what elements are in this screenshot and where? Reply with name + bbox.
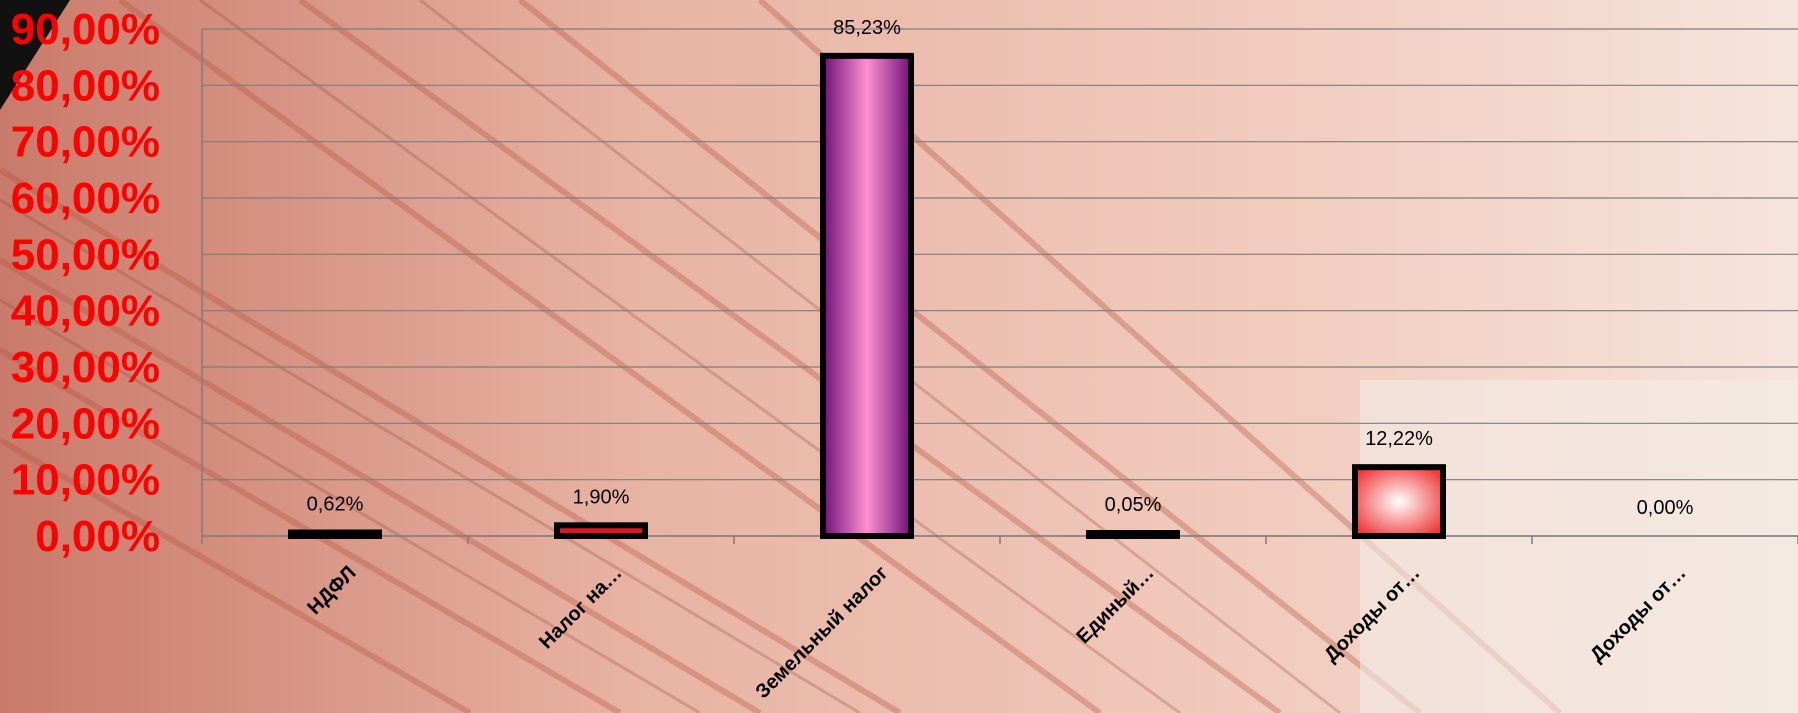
y-tick-label: 10,00% <box>11 456 160 505</box>
bars <box>288 52 1446 540</box>
x-tick-label: Доходы от… <box>1586 562 1690 666</box>
y-tick-label: 40,00% <box>11 287 160 336</box>
data-label: 1,90% <box>573 486 630 508</box>
y-tick-label: 70,00% <box>11 118 160 167</box>
x-tick-label: Налог на… <box>535 562 626 653</box>
axes <box>201 29 1798 544</box>
data-label: 12,22% <box>1365 428 1433 450</box>
x-tick-label: Единый… <box>1072 562 1158 648</box>
x-tick-label: Доходы от… <box>1320 562 1424 666</box>
data-label: 0,05% <box>1105 494 1162 516</box>
gridlines <box>202 28 1798 537</box>
y-axis-ticks: 0,00% 10,00% 20,00% 30,00% 40,00% 50,00% 60,00… <box>11 5 160 561</box>
x-tick-label: Земельный налог <box>751 562 892 703</box>
y-tick-label: 60,00% <box>11 174 160 223</box>
bar <box>1352 464 1446 540</box>
bar <box>1086 530 1180 539</box>
y-tick-label: 0,00% <box>35 512 160 561</box>
bar <box>820 52 914 539</box>
data-labels: 0,62% 1,90% 85,23% 0,05% 12,22% 0,00% <box>307 17 1694 519</box>
y-tick-label: 80,00% <box>11 61 160 110</box>
data-label: 85,23% <box>833 17 901 39</box>
bar <box>554 522 648 540</box>
data-label: 0,62% <box>307 494 364 516</box>
y-tick-label: 50,00% <box>11 230 160 279</box>
x-axis-ticks: НДФЛ Налог на… Земельный налог Единый… Доход… <box>303 562 1690 703</box>
y-tick-label: 20,00% <box>11 399 160 448</box>
y-tick-label: 90,00% <box>11 5 160 54</box>
bar <box>288 529 382 539</box>
x-tick-label: НДФЛ <box>303 562 360 619</box>
y-tick-label: 30,00% <box>11 343 160 392</box>
data-label: 0,00% <box>1637 497 1694 519</box>
